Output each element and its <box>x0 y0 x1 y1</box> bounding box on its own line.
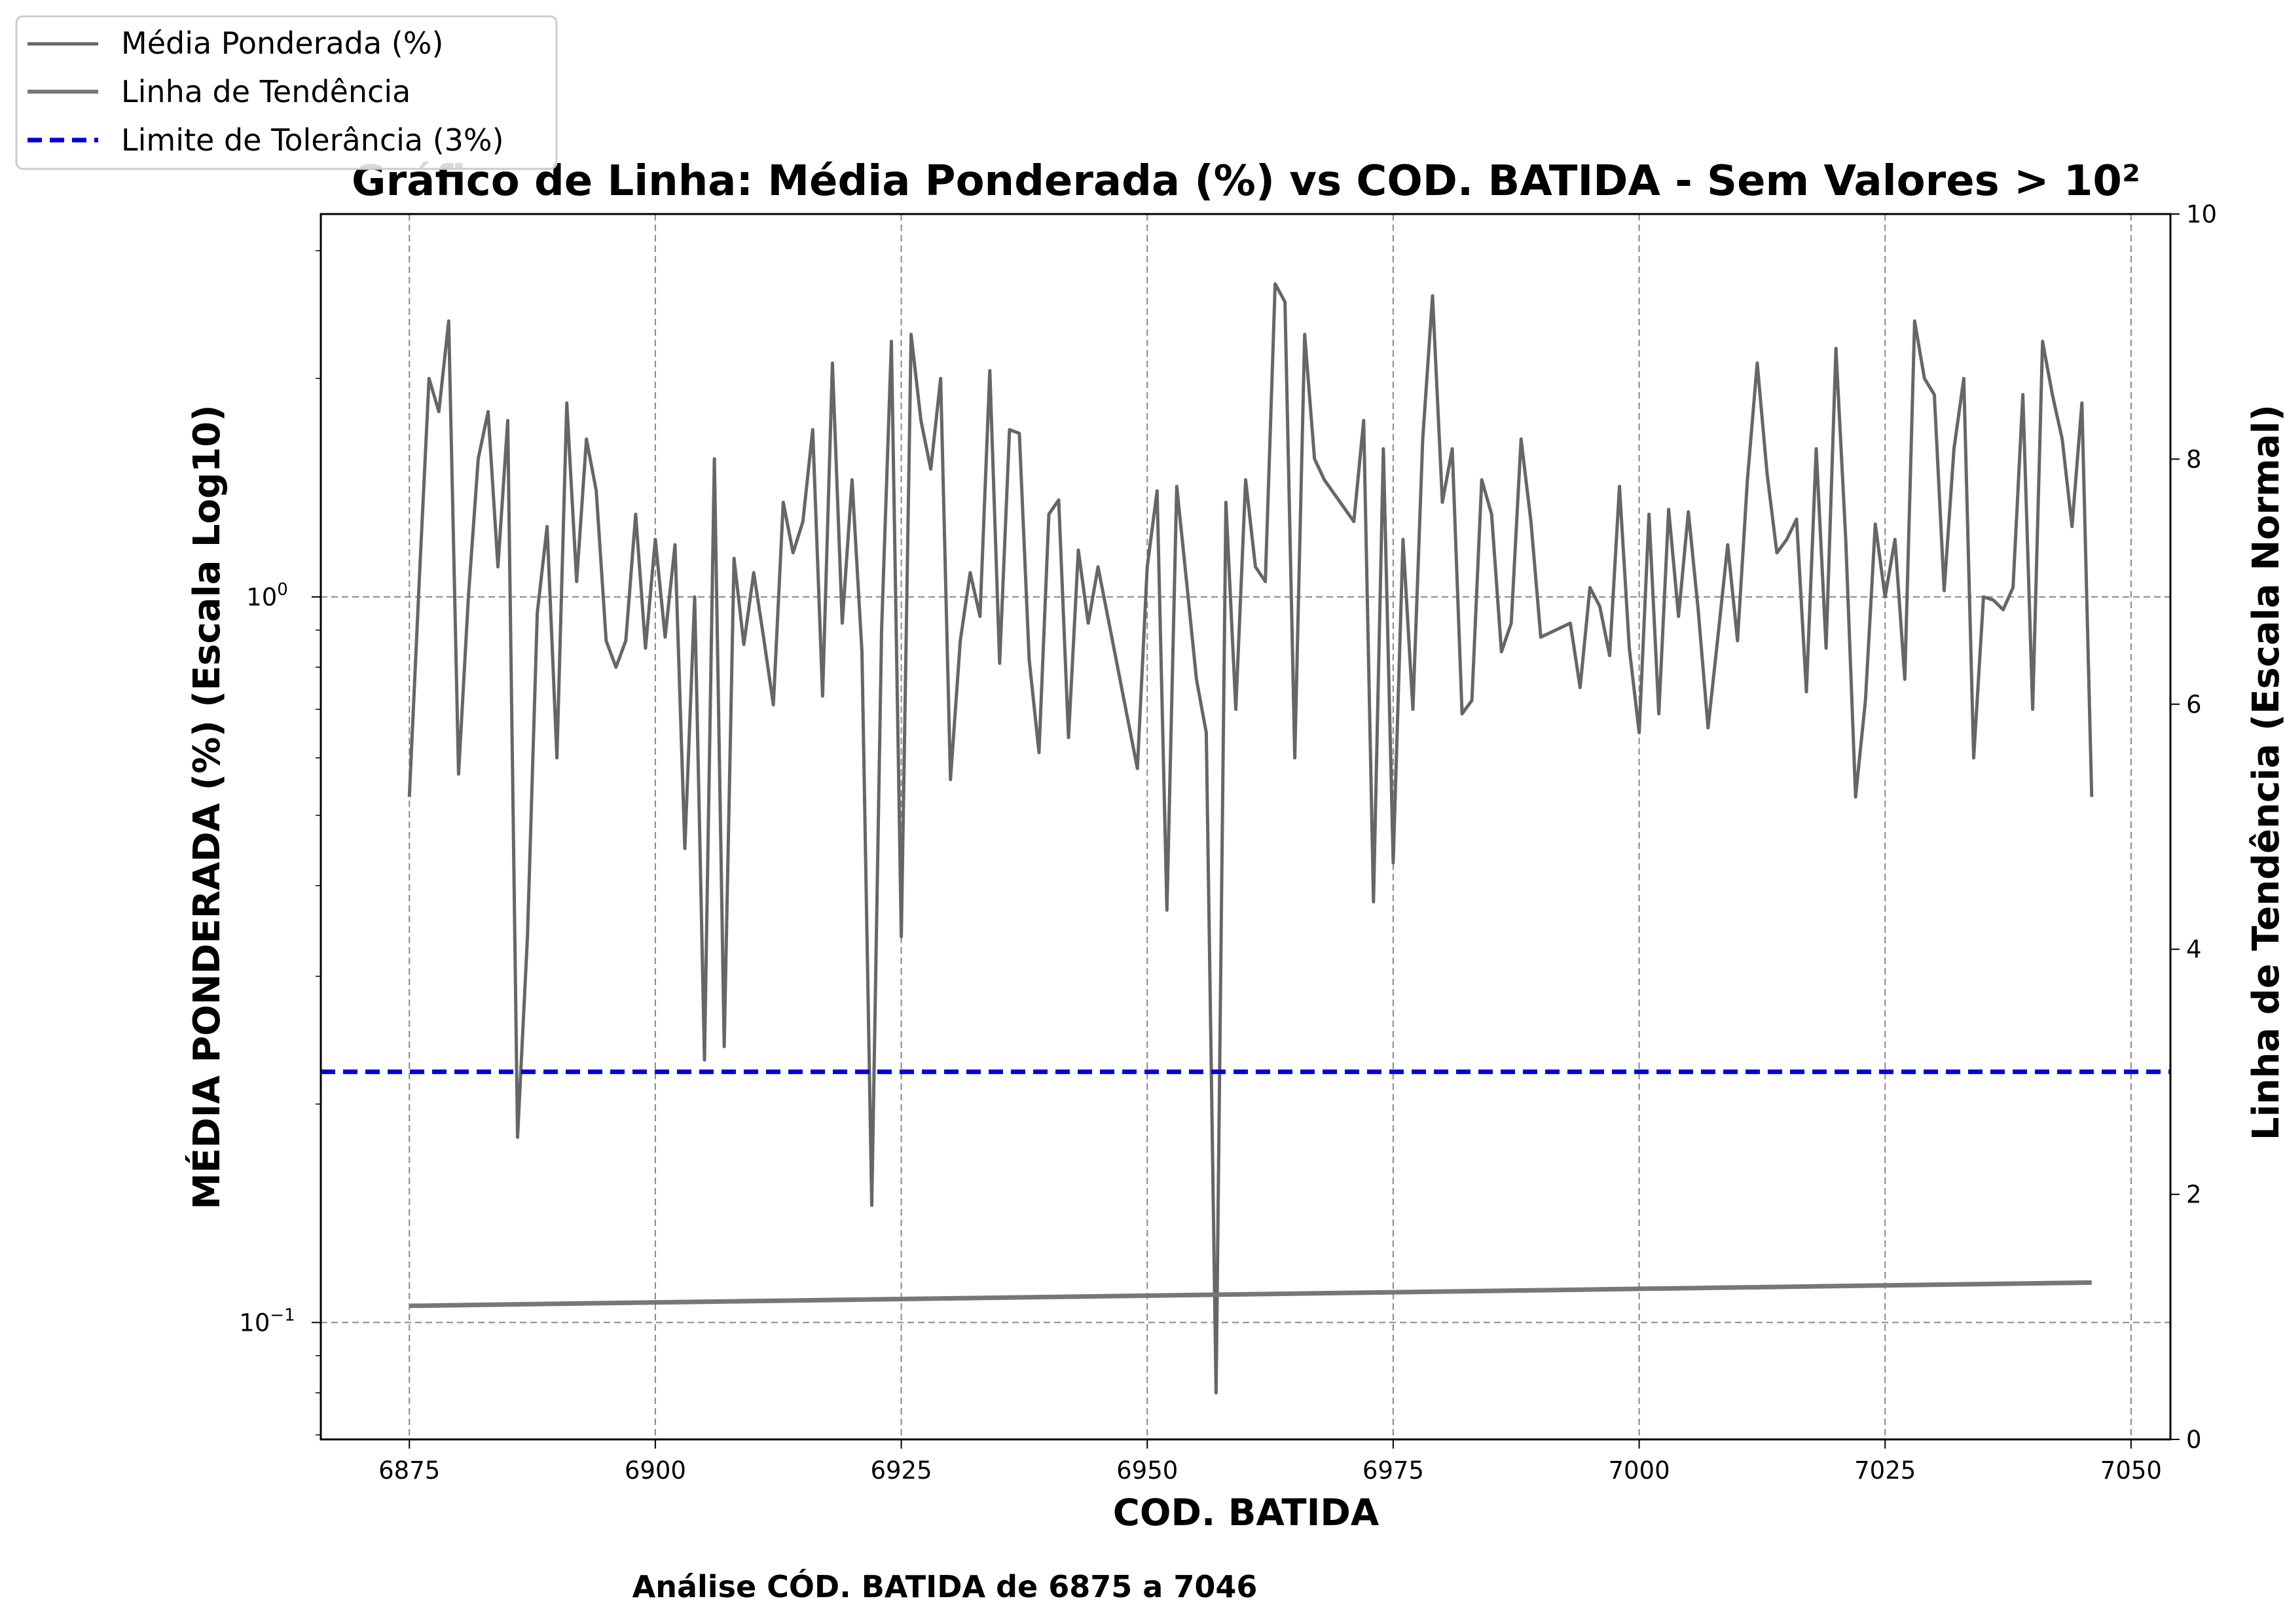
x-tick-label: 6975 <box>1362 1456 1424 1485</box>
plot-frame <box>320 213 2172 1441</box>
y2-axis-ticks: 0 2 4 6 8 10 <box>2170 200 2217 1454</box>
y2-tick-label: 6 <box>2186 691 2202 719</box>
y-axis-label: MÉDIA PONDERADA (%) (Escala Log10) <box>185 405 228 1209</box>
series-layer <box>321 282 2170 1395</box>
legend-box <box>15 15 558 170</box>
y2-tick-label: 0 <box>2186 1426 2202 1454</box>
y-axis-ticks: 10−1 100 <box>239 250 321 1435</box>
y2-tick-label: 2 <box>2186 1181 2202 1209</box>
x-tick-label: 7025 <box>1854 1456 1916 1485</box>
y2-axis-label: Linha de Tendência (Escala Normal) <box>2245 405 2285 1140</box>
legend-label-trend: Linha de Tendência <box>121 74 411 109</box>
x-axis-ticks: 6875 6900 6925 6950 6975 7000 7025 7050 <box>378 1439 2162 1485</box>
x-tick-label: 6900 <box>625 1456 686 1485</box>
x-tick-label: 6875 <box>378 1456 440 1485</box>
y2-tick-label: 8 <box>2186 445 2202 473</box>
y-tick-label: 10−1 <box>239 1305 295 1337</box>
chart-subtitle: Análise CÓD. BATIDA de 6875 a 7046 <box>632 1569 1258 1604</box>
x-tick-label: 7000 <box>1608 1456 1670 1485</box>
legend-label-limit: Limite de Tolerância (3%) <box>121 122 504 158</box>
series-line-tendencia <box>409 1280 2092 1308</box>
series-line-media-ponderada <box>407 282 2094 1395</box>
y-tick-label: 100 <box>246 580 288 611</box>
chart-title: Gráfico de Linha: Média Ponderada (%) vs… <box>352 157 2140 206</box>
y2-tick-label: 10 <box>2186 200 2217 228</box>
x-tick-label: 6925 <box>870 1456 932 1485</box>
x-axis-label: COD. BATIDA <box>1113 1492 1380 1534</box>
x-tick-label: 6950 <box>1116 1456 1178 1485</box>
x-tick-label: 7050 <box>2100 1456 2162 1485</box>
y2-tick-label: 4 <box>2186 935 2202 964</box>
legend-label-media: Média Ponderada (%) <box>121 26 443 61</box>
legend: Média Ponderada (%) Linha de Tendência L… <box>15 15 558 170</box>
